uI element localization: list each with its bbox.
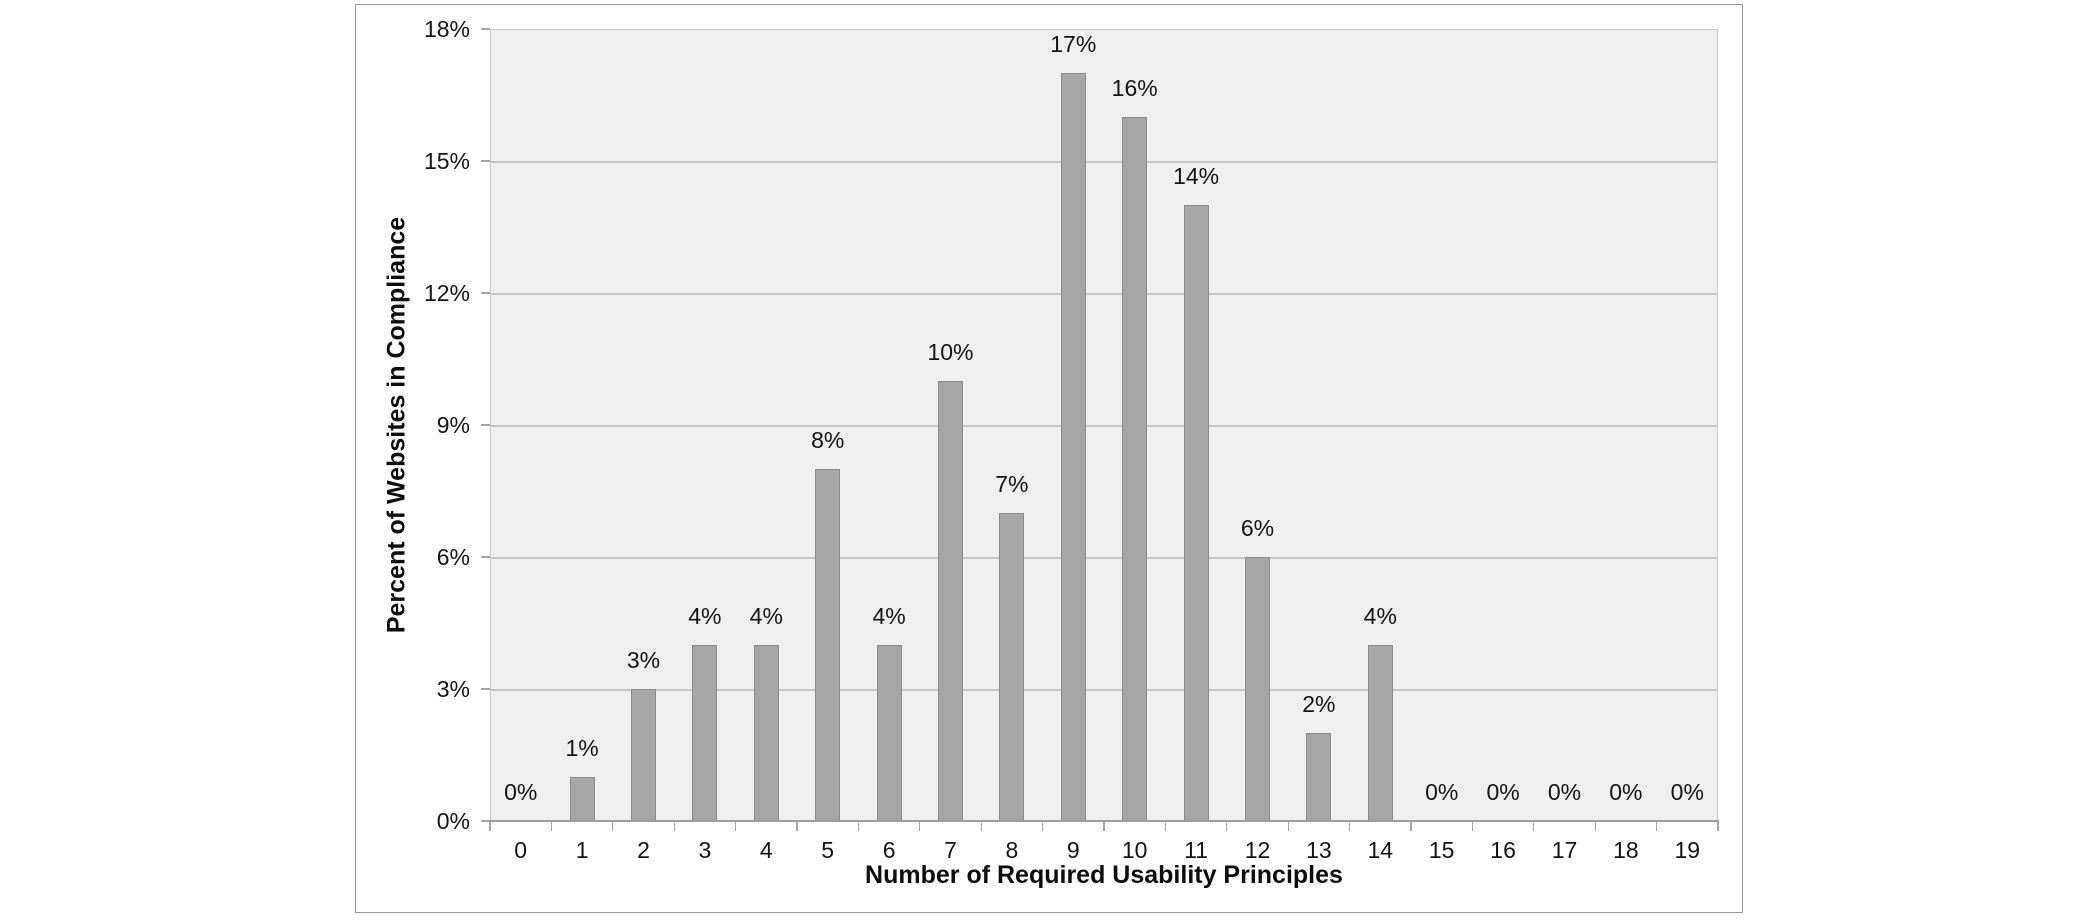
x-tick-label: 17 [1551, 837, 1578, 863]
x-axis-line [489, 820, 1719, 822]
bar-value-label: 4% [688, 603, 722, 629]
x-tick-label: 5 [821, 837, 835, 863]
bar [1367, 645, 1393, 821]
x-tick-label: 18 [1613, 837, 1639, 863]
bars-layer: 0% 1% 3% 4% 4% 8% 4% 10% 7% 17% 16% 14% 6% 2% 4% 0% 0% 0%… [490, 29, 1718, 821]
x-axis-title: Number of Required Usability Principles [865, 861, 1343, 889]
gridline [491, 557, 1717, 559]
gridline [491, 689, 1717, 691]
x-tick-label: 16 [1490, 837, 1516, 863]
bar [1122, 117, 1148, 821]
x-tick-label: 10 [1121, 837, 1148, 863]
x-tick-label: 15 [1428, 837, 1455, 863]
x-tick-mark [857, 822, 860, 831]
x-tick-mark [550, 822, 553, 831]
y-tick-label: 6% [436, 544, 470, 570]
x-tick-label: 2 [637, 837, 650, 863]
y-tick-mark [481, 820, 490, 822]
bar [938, 381, 963, 821]
x-tick-label: 8 [1005, 837, 1019, 863]
y-tick-mark [481, 424, 490, 426]
gridline [491, 293, 1717, 295]
y-tick-label: 0% [436, 808, 470, 834]
x-tick-label: 6 [882, 837, 896, 863]
x-tick-mark [796, 822, 798, 831]
x-tick-mark [1226, 822, 1228, 831]
x-tick-mark [1717, 822, 1719, 831]
x-tick-mark [1655, 822, 1658, 831]
y-tick-mark [481, 556, 490, 558]
bar-value-label: 4% [749, 603, 783, 629]
y-tick-mark [481, 688, 490, 690]
x-tick-mark [1471, 822, 1474, 831]
x-tick-mark [1287, 822, 1289, 831]
bar [1183, 205, 1209, 821]
x-tick-label: 11 [1184, 837, 1209, 863]
bar-value-label: 0% [1670, 779, 1704, 805]
bar-value-label: 17% [1050, 31, 1097, 57]
x-tick-label: 4 [759, 837, 773, 863]
y-tick-label: 3% [436, 676, 470, 702]
y-tick-label: 9% [436, 412, 470, 438]
bar [692, 645, 718, 821]
x-tick-mark [1041, 822, 1044, 831]
bar-value-label: 3% [626, 647, 661, 673]
x-tick-mark [1103, 822, 1105, 831]
bar-value-label: 7% [995, 471, 1029, 497]
bar-value-label: 10% [927, 339, 974, 365]
bar-value-label: 16% [1111, 75, 1158, 101]
x-tick-mark [1594, 822, 1596, 831]
y-tick-label: 15% [423, 148, 470, 174]
x-tick-mark [673, 822, 675, 831]
bar-value-label: 6% [1240, 515, 1275, 541]
y-tick-mark [481, 292, 490, 294]
bar-value-label: 4% [1363, 603, 1397, 629]
x-tick-mark [1533, 822, 1535, 831]
bar-value-label: 0% [1425, 779, 1459, 805]
y-tick-mark [481, 160, 490, 162]
x-tick-label: 0 [514, 837, 528, 863]
x-tick-label: 7 [944, 837, 957, 863]
x-tick-mark [489, 822, 491, 831]
bar [1245, 557, 1270, 821]
bar [631, 689, 656, 821]
gridline [491, 161, 1717, 163]
x-tick-mark [1348, 822, 1351, 831]
x-tick-label: 9 [1066, 837, 1080, 863]
y-tick-label: 12% [423, 280, 470, 306]
bar-value-label: 8% [811, 427, 845, 453]
bar [815, 469, 841, 821]
y-tick-mark [481, 28, 490, 30]
bar-value-label: 14% [1173, 163, 1220, 189]
x-tick-label: 3 [698, 837, 712, 863]
y-tick-label: 18% [423, 16, 470, 42]
x-tick-mark [734, 822, 737, 831]
bar-value-label: 0% [504, 779, 538, 805]
bar [1060, 73, 1086, 821]
bar [1306, 733, 1332, 821]
bar [753, 645, 779, 821]
x-tick-label: 1 [575, 837, 589, 863]
chart-panel: 0% 1% 3% 4% 4% 8% 4% 10% 7% 17% 16% 14% 6% 2% 4% 0% 0% 0%… [355, 4, 1743, 913]
x-tick-label: 19 [1674, 837, 1701, 863]
bar [876, 645, 902, 821]
bar [999, 513, 1025, 821]
x-tick-mark [1164, 822, 1167, 831]
bar-value-label: 2% [1302, 691, 1336, 717]
x-tick-label: 13 [1306, 837, 1332, 863]
x-tick-mark [980, 822, 982, 831]
bar-value-label: 0% [1547, 779, 1582, 805]
x-tick-label: 12 [1244, 837, 1271, 863]
bar-value-label: 1% [565, 735, 599, 761]
gridline [491, 425, 1717, 427]
x-tick-label: 14 [1367, 837, 1394, 863]
bar-value-label: 4% [872, 603, 906, 629]
bar-value-label: 0% [1609, 779, 1643, 805]
x-tick-mark [612, 822, 614, 831]
x-tick-mark [1410, 822, 1412, 831]
x-tick-mark [919, 822, 921, 831]
bar-value-label: 0% [1486, 779, 1520, 805]
bar [569, 777, 595, 821]
